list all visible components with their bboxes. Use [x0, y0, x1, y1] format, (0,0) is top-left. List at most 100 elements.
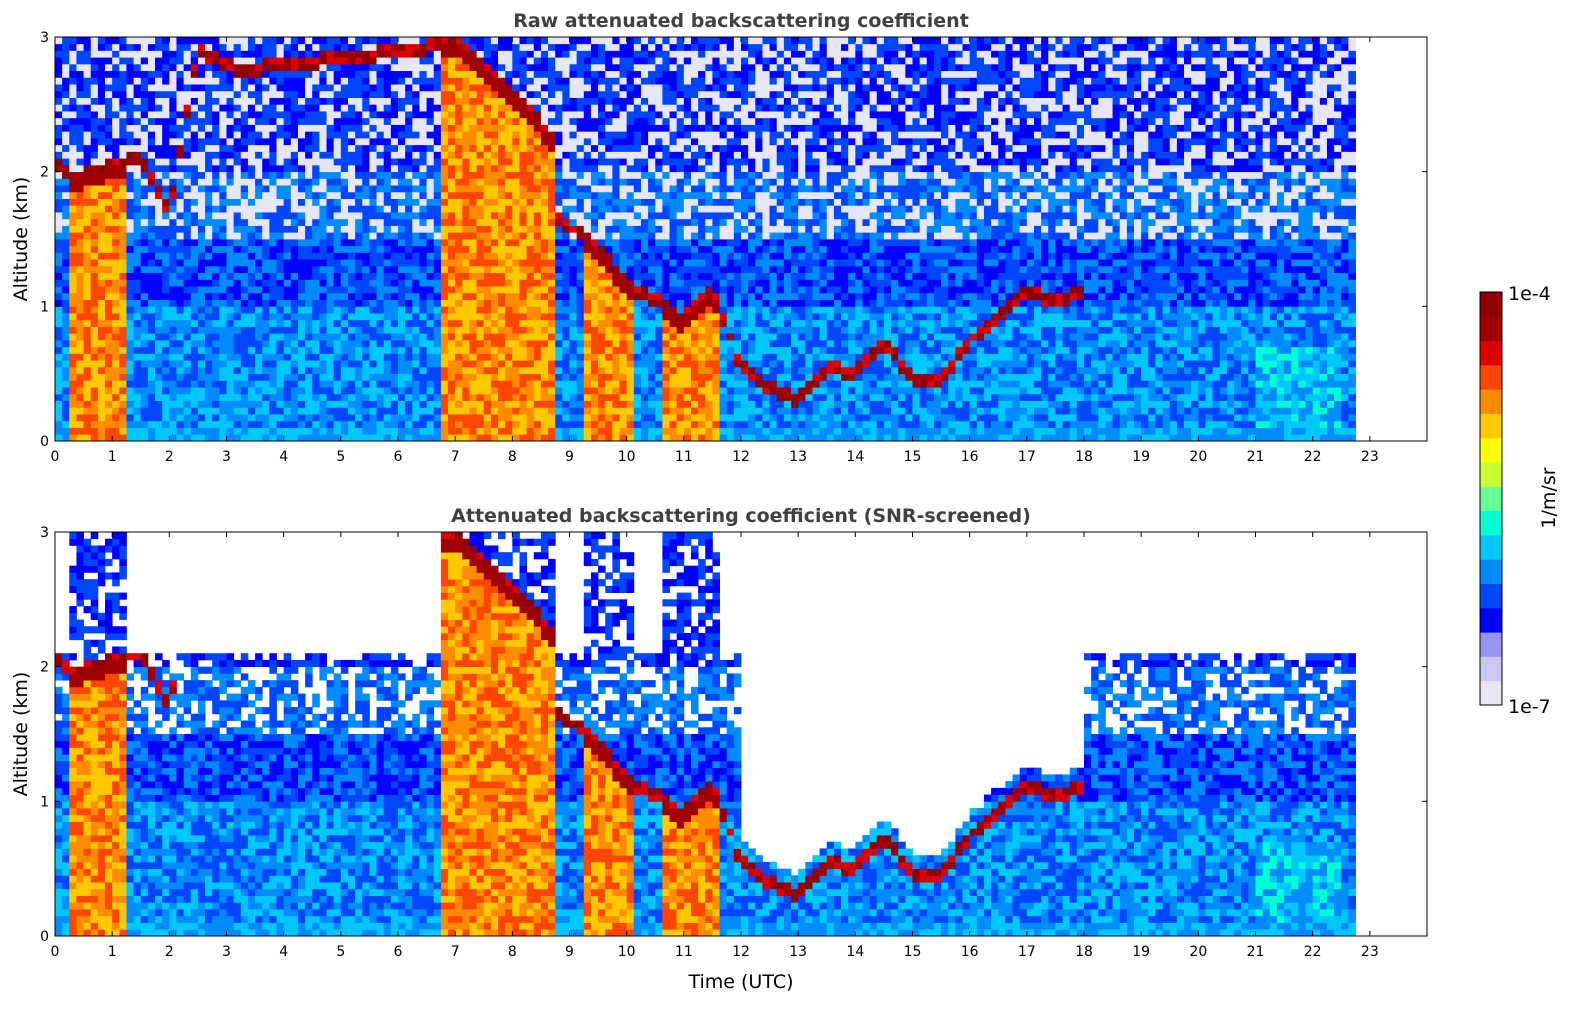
heatmap-cell — [55, 366, 63, 375]
heatmap-cell — [476, 117, 485, 125]
heatmap-cell — [255, 252, 263, 260]
heatmap-cell — [76, 171, 84, 179]
heatmap-cell — [197, 198, 206, 206]
heatmap-cell — [240, 259, 249, 267]
heatmap-cell — [483, 185, 492, 193]
heatmap-cell — [247, 97, 256, 105]
heatmap-cell — [419, 286, 427, 294]
heatmap-cell — [426, 171, 435, 179]
heatmap-cell — [376, 292, 385, 300]
heatmap-cell — [83, 212, 92, 220]
heatmap-cell — [183, 340, 192, 348]
heatmap-cell — [540, 400, 549, 408]
heatmap-cell — [419, 407, 427, 415]
heatmap-cell — [512, 427, 520, 435]
heatmap-cell — [226, 319, 235, 327]
heatmap-cell — [362, 360, 370, 368]
heatmap-cell — [476, 37, 485, 45]
heatmap-cell — [598, 63, 606, 72]
heatmap-cell — [505, 131, 513, 139]
heatmap-cell — [62, 400, 70, 408]
heatmap-cell — [583, 43, 592, 51]
heatmap-cell — [197, 218, 206, 226]
heatmap-cell — [619, 239, 628, 247]
heatmap-cell — [319, 387, 327, 395]
heatmap-cell — [398, 360, 406, 368]
heatmap-cell — [483, 37, 492, 45]
heatmap-cell — [562, 306, 570, 314]
heatmap-cell — [362, 84, 370, 92]
heatmap-cell — [176, 346, 185, 354]
heatmap-cell — [448, 333, 456, 341]
heatmap-cell — [276, 286, 285, 294]
heatmap-cell — [226, 138, 235, 146]
heatmap-cell — [390, 232, 399, 240]
heatmap-cell — [569, 90, 578, 98]
heatmap-cell — [598, 185, 606, 193]
heatmap-cell — [333, 117, 342, 125]
heatmap-cell — [262, 70, 270, 78]
heatmap-cell — [455, 393, 463, 401]
heatmap-cell — [90, 232, 99, 240]
heatmap-cell — [240, 434, 249, 441]
heatmap-cell — [169, 333, 177, 341]
heatmap-cell — [383, 144, 392, 152]
heatmap-cell — [583, 144, 592, 152]
heatmap-cell — [426, 124, 435, 132]
heatmap-cell — [240, 225, 249, 233]
heatmap-cell — [433, 84, 442, 92]
heatmap-cell — [462, 144, 470, 152]
heatmap-cell — [62, 265, 70, 274]
heatmap-cell — [583, 225, 592, 233]
heatmap-cell — [405, 212, 413, 220]
heatmap-cell — [476, 393, 485, 401]
heatmap-cell — [319, 306, 327, 314]
heatmap-cell — [533, 333, 542, 341]
heatmap-cell — [633, 164, 642, 173]
heatmap-cell — [519, 292, 528, 300]
heatmap-cell — [433, 57, 442, 65]
heatmap-cell — [76, 279, 84, 287]
heatmap-cell — [176, 50, 185, 58]
heatmap-cell — [412, 97, 420, 105]
heatmap-cell — [55, 245, 63, 253]
heatmap-cell — [533, 84, 542, 92]
heatmap-cell — [83, 63, 92, 72]
heatmap-cell — [462, 414, 470, 422]
heatmap-cell — [340, 50, 349, 58]
heatmap-cell — [155, 138, 163, 146]
heatmap-cell — [490, 164, 499, 173]
heatmap-cell — [583, 407, 592, 415]
heatmap-cell — [290, 63, 299, 72]
heatmap-cell — [440, 97, 449, 105]
heatmap-cell — [476, 171, 485, 179]
heatmap-cell — [376, 117, 385, 125]
heatmap-cell — [619, 185, 628, 193]
heatmap-cell — [219, 158, 227, 166]
heatmap-cell — [326, 319, 335, 327]
heatmap-cell — [619, 77, 628, 85]
heatmap-cell — [190, 138, 199, 146]
heatmap-cell — [598, 373, 606, 381]
heatmap-cell — [526, 144, 535, 152]
heatmap-cell — [648, 427, 656, 435]
heatmap-cell — [262, 178, 270, 186]
heatmap-cell — [97, 117, 106, 125]
heatmap-cell — [626, 90, 635, 98]
heatmap-cell — [183, 265, 192, 274]
heatmap-cell — [619, 84, 628, 92]
heatmap-cell — [362, 225, 370, 233]
heatmap-cell — [205, 407, 213, 415]
heatmap-cell — [112, 313, 120, 321]
heatmap-cell — [255, 232, 263, 240]
heatmap-cell — [326, 191, 335, 199]
heatmap-cell — [533, 111, 542, 119]
heatmap-cell — [476, 225, 485, 233]
heatmap-cell — [219, 117, 227, 125]
heatmap-cell — [62, 84, 70, 92]
heatmap-cell — [605, 212, 613, 220]
heatmap-cell — [176, 313, 185, 321]
heatmap-cell — [512, 198, 520, 206]
heatmap-cell — [212, 306, 220, 314]
heatmap-cell — [240, 319, 249, 327]
